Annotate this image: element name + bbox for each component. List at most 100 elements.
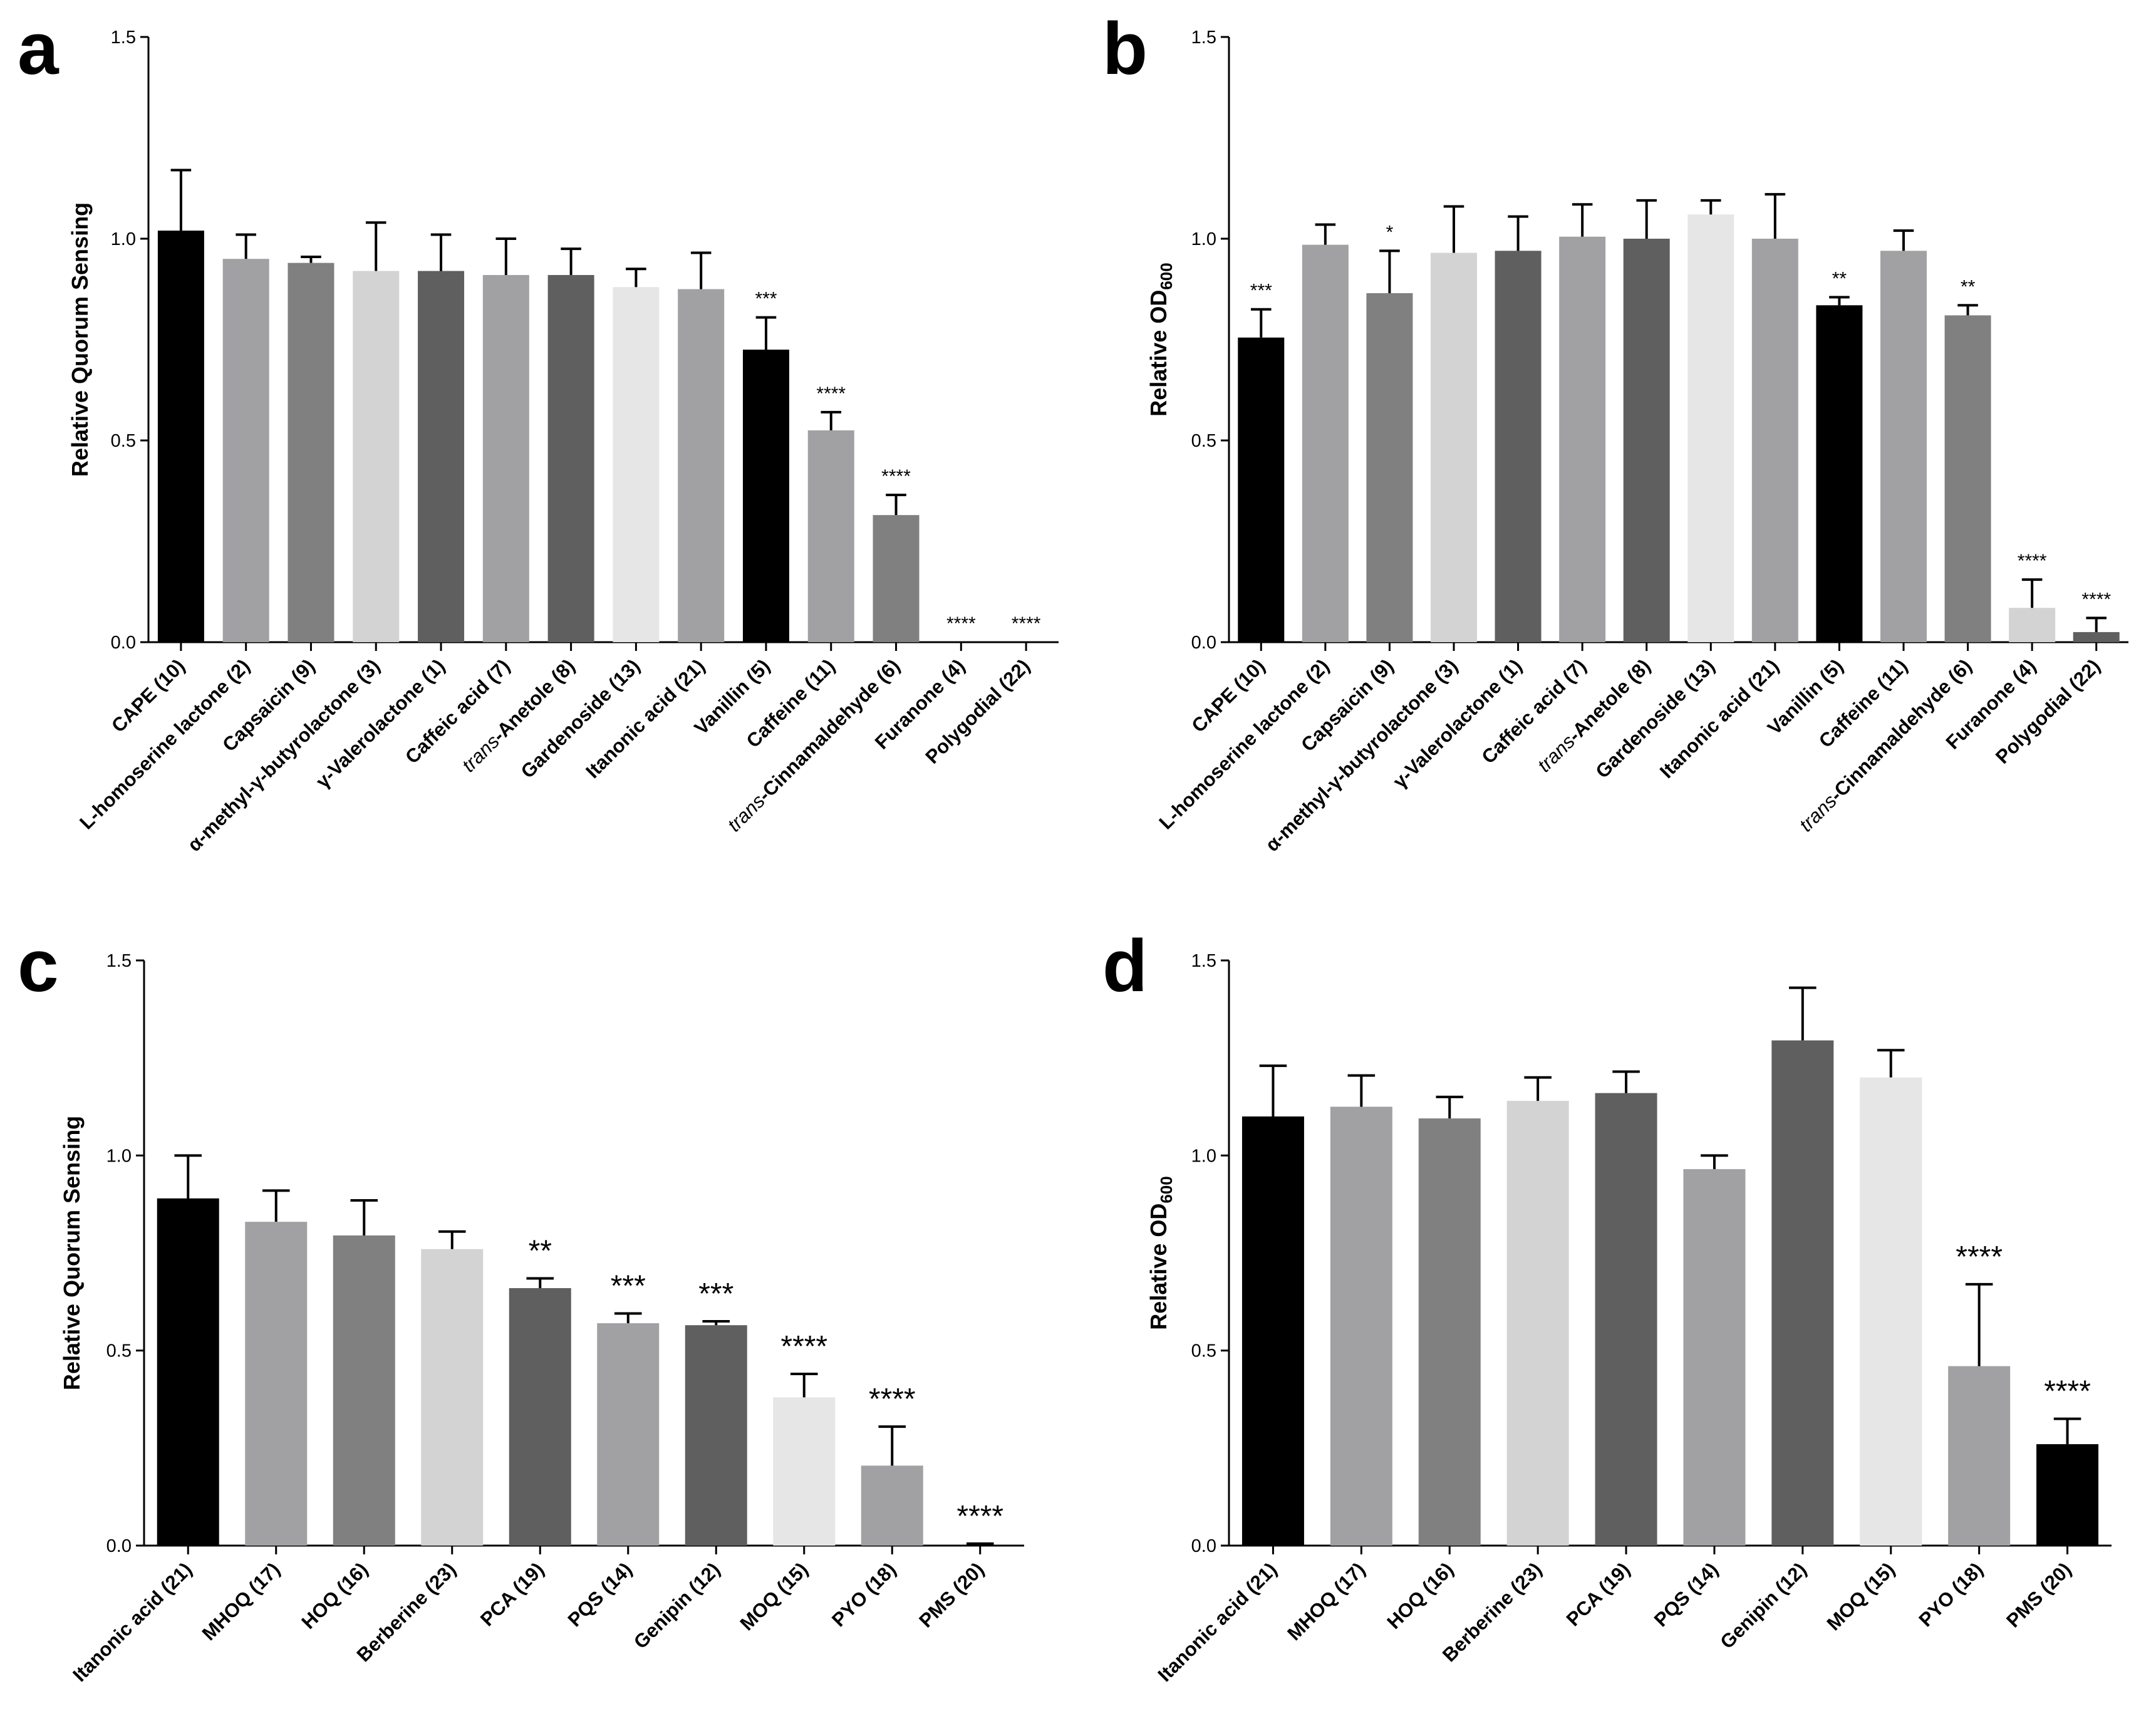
significance-marker: **** [780,1330,827,1363]
significance-marker: *** [611,1270,646,1303]
bar [1238,337,1285,642]
category-label-text: PQS (14) [1650,1558,1723,1631]
panel-d: d Relative OD600 0.0 0.5 1.0 1.5 Itanonic acid… [1102,925,2112,1686]
bar [547,274,594,643]
significance-marker: **** [1956,1240,2003,1274]
bar [1431,252,1477,642]
category-label: Gardenoside (13) [517,655,645,783]
bar [1687,214,1734,642]
bar [482,274,529,643]
category-label: trans-Anetole (8) [1533,655,1655,776]
y-tick-label: 1.0 [106,1146,132,1166]
y-tick-label: 1.0 [1191,229,1216,249]
category-label: Genipin (12) [1716,1558,1810,1653]
y-axis-title-text: Relative OD [1146,290,1171,417]
y-tick-label: 1.5 [1191,28,1216,48]
category-label-text: MOQ (15) [736,1558,812,1635]
bar [678,289,725,642]
bar [418,271,465,642]
bar [773,1397,836,1546]
bar [421,1249,484,1546]
significance-marker: **** [2081,589,2111,610]
category-label: PYO (18) [827,1558,900,1631]
panel-letter: b [1102,8,1148,90]
category-label: γ-Valerolactone (1) [311,655,449,793]
y-tick-label: 1.5 [106,951,132,971]
y-axis-title-text: Relative Quorum Sensing [67,202,93,477]
y-tick-label: 0.0 [1191,633,1216,653]
bar [1683,1169,1746,1546]
bar [1944,315,1991,642]
y-tick-label: 0.5 [1191,431,1216,451]
panel-c: c Relative Quorum Sensing 0.0 0.5 1.0 1.5 Itan… [18,925,1024,1686]
bar [509,1288,571,1546]
significance-marker: **** [946,613,976,634]
category-label-text: MHOQ (17) [1283,1558,1369,1645]
category-label: Itanonic acid (21) [1656,655,1783,783]
bar [2009,608,2056,642]
y-tick-label: 0.5 [111,431,136,451]
significance-marker: **** [881,466,911,487]
bar [1418,1118,1481,1546]
y-tick-label: 1.0 [1191,1146,1216,1166]
category-label-text: Itanonic acid (21) [581,655,709,783]
y-tick-label: 1.5 [1191,951,1216,971]
category-label-text: Genipin (12) [630,1558,724,1653]
category-label-text: Itanonic acid (21) [1656,655,1783,783]
category-label: PQS (14) [564,1558,636,1631]
bar [861,1465,923,1546]
bar [353,271,400,642]
bar [1948,1366,2011,1546]
category-label-text: Itanonic acid (21) [68,1558,196,1686]
category-label-text: γ-Valerolactone (1) [311,655,449,793]
category-label-text: Gardenoside (13) [1591,655,1719,783]
y-tick-label: 1.0 [111,229,136,249]
bar [1302,244,1349,642]
category-label: PMS (20) [2002,1558,2075,1631]
category-label-text: PCA (19) [1562,1558,1634,1630]
category-label-text: HOQ (16) [1382,1558,1458,1633]
bar [613,287,660,642]
significance-marker: *** [1250,281,1272,301]
category-label-text: Gardenoside (13) [517,655,645,783]
bar [1366,293,1413,642]
category-label: PMS (20) [915,1558,988,1631]
category-label: Itanonic acid (21) [68,1558,196,1686]
significance-marker: ** [529,1234,552,1267]
significance-marker: *** [698,1277,733,1311]
y-axis-title: Relative Quorum Sensing [67,202,93,477]
category-label-text: PCA (19) [476,1558,548,1630]
category-label: HOQ (16) [297,1558,372,1633]
y-axis-title-subscript: 600 [1157,1176,1176,1203]
bar [1816,305,1863,642]
significance-marker: **** [2018,551,2047,571]
category-label: MHOQ (17) [1283,1558,1369,1645]
panel-letter: c [18,925,59,1007]
panel-letter: d [1102,925,1148,1007]
bar [742,350,789,642]
y-tick-label: 0.5 [1191,1341,1216,1361]
bar [288,263,334,642]
y-axis-title-text: Relative Quorum Sensing [59,1116,85,1390]
bar [222,259,269,642]
category-label-text: PYO (18) [827,1558,900,1631]
category-label: MOQ (15) [1823,1558,1899,1635]
bar [1880,251,1927,642]
bar [1330,1106,1392,1546]
category-label-text: MHOQ (17) [198,1558,284,1645]
significance-marker: * [1386,222,1394,242]
bar [157,1198,219,1546]
y-axis-title-text: Relative OD [1146,1204,1171,1330]
category-label: Genipin (12) [630,1558,724,1653]
bar [1595,1093,1657,1546]
category-label: trans-Anetole (8) [458,655,579,776]
y-tick-label: 0.0 [1191,1536,1216,1556]
bar [685,1325,747,1546]
bar [157,231,204,642]
panel-letter: a [18,8,60,90]
bar [1506,1101,1569,1546]
category-label: MOQ (15) [736,1558,812,1635]
bar [2036,1444,2099,1546]
